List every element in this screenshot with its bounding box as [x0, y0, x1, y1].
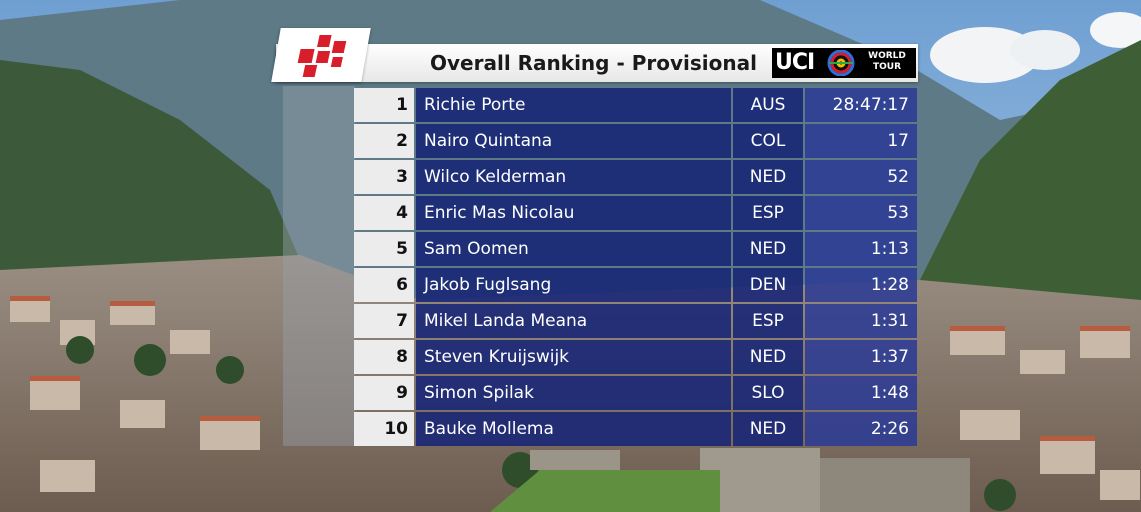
uci-label: UCI — [775, 50, 815, 75]
nationality-cell: ESP — [733, 196, 803, 230]
rank-cell: 9 — [354, 376, 414, 410]
time-gap-cell: 1:31 — [805, 304, 917, 338]
world-tour-line1: WORLD — [868, 51, 906, 61]
table-row: 8 Steven Kruijswijk NED 1:37 — [354, 340, 917, 374]
table-row: 4 Enric Mas Nicolau ESP 53 — [354, 196, 917, 230]
table-row: 3 Wilco Kelderman NED 52 — [354, 160, 917, 194]
nationality-cell: DEN — [733, 268, 803, 302]
time-gap-cell: 1:13 — [805, 232, 917, 266]
time-gap-cell: 1:28 — [805, 268, 917, 302]
nationality-cell: COL — [733, 124, 803, 158]
rider-name-cell: Simon Spilak — [416, 376, 731, 410]
nationality-cell: ESP — [733, 304, 803, 338]
nationality-cell: NED — [733, 340, 803, 374]
rider-name-cell: Steven Kruijswijk — [416, 340, 731, 374]
world-tour-label: WORLD TOUR — [860, 51, 914, 73]
table-row: 2 Nairo Quintana COL 17 — [354, 124, 917, 158]
table-row: 10 Bauke Mollema NED 2:26 — [354, 412, 917, 446]
nationality-cell: NED — [733, 412, 803, 446]
rank-cell: 4 — [354, 196, 414, 230]
rank-cell: 7 — [354, 304, 414, 338]
rider-name-cell: Richie Porte — [416, 88, 731, 122]
rank-cell: 1 — [354, 88, 414, 122]
rank-cell: 3 — [354, 160, 414, 194]
rank-cell: 5 — [354, 232, 414, 266]
table-row: 6 Jakob Fuglsang DEN 1:28 — [354, 268, 917, 302]
rank-cell: 6 — [354, 268, 414, 302]
rider-name-cell: Bauke Mollema — [416, 412, 731, 446]
rank-cell: 2 — [354, 124, 414, 158]
nationality-cell: NED — [733, 232, 803, 266]
red-checkered-logo-icon — [297, 35, 347, 77]
rider-name-cell: Enric Mas Nicolau — [416, 196, 731, 230]
time-gap-cell: 28:47:17 — [805, 88, 917, 122]
rider-name-cell: Jakob Fuglsang — [416, 268, 731, 302]
rider-name-cell: Mikel Landa Meana — [416, 304, 731, 338]
rider-name-cell: Nairo Quintana — [416, 124, 731, 158]
time-gap-cell: 1:37 — [805, 340, 917, 374]
nationality-cell: SLO — [733, 376, 803, 410]
uci-rainbow-rings-icon — [827, 50, 855, 76]
overlay-shadow — [283, 86, 355, 446]
rider-name-cell: Wilco Kelderman — [416, 160, 731, 194]
rider-name-cell: Sam Oomen — [416, 232, 731, 266]
time-gap-cell: 2:26 — [805, 412, 917, 446]
table-row: 1 Richie Porte AUS 28:47:17 — [354, 88, 917, 122]
table-row: 9 Simon Spilak SLO 1:48 — [354, 376, 917, 410]
table-row: 5 Sam Oomen NED 1:13 — [354, 232, 917, 266]
time-gap-cell: 1:48 — [805, 376, 917, 410]
ranking-title: Overall Ranking - Provisional — [430, 51, 757, 75]
rank-cell: 10 — [354, 412, 414, 446]
rank-cell: 8 — [354, 340, 414, 374]
nationality-cell: NED — [733, 160, 803, 194]
time-gap-cell: 53 — [805, 196, 917, 230]
table-row: 7 Mikel Landa Meana ESP 1:31 — [354, 304, 917, 338]
time-gap-cell: 52 — [805, 160, 917, 194]
world-tour-line2: TOUR — [872, 62, 902, 72]
time-gap-cell: 17 — [805, 124, 917, 158]
nationality-cell: AUS — [733, 88, 803, 122]
